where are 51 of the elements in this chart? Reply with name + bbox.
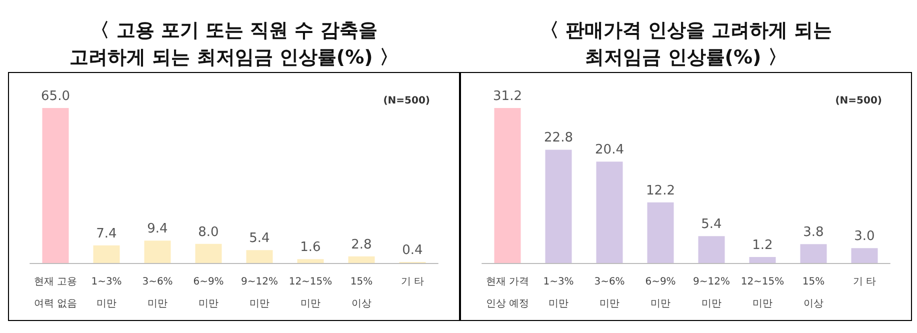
chart-title: 〈 판매가격 인상을 고려하게 되는 최저임금 인상률(%) 〉: [540, 20, 832, 68]
bar: [144, 240, 171, 263]
bar: [749, 257, 776, 263]
x-tick-label: 6~9% 미만: [193, 276, 224, 310]
x-tick-label: 12~15% 미만: [740, 276, 784, 310]
data-label: 12.2: [646, 183, 675, 198]
data-label: 7.4: [96, 226, 117, 242]
x-tick-label: 1~3% 미만: [543, 276, 574, 310]
bar: [93, 245, 120, 263]
data-label: 2.8: [351, 237, 372, 252]
x-tick-label: 9~12% 미만: [693, 276, 730, 310]
data-label: 65.0: [41, 89, 70, 104]
data-label: 8.0: [198, 224, 219, 240]
x-tick-label: 기 타: [852, 276, 876, 288]
bar: [647, 202, 674, 263]
data-label: 31.2: [493, 89, 522, 104]
bar: [596, 162, 623, 263]
data-label: 1.6: [300, 240, 321, 256]
x-tick-label: 3~6% 미만: [142, 276, 173, 310]
data-label: 22.8: [544, 130, 573, 146]
bar: [348, 256, 375, 263]
bar: [195, 244, 222, 263]
data-label: 3.8: [803, 225, 824, 240]
x-tick-label: 15% 이상: [802, 276, 825, 310]
data-label: 9.4: [147, 222, 168, 237]
data-label: 1.2: [752, 238, 773, 254]
bar: [494, 108, 521, 263]
chart-title: 〈 고용 포기 또는 직원 수 감축을 고려하게 되는 최저임금 인상률(%) 〉: [70, 20, 398, 68]
bar: [698, 236, 725, 263]
x-tick-label: 현재 고용 여력 없음: [34, 276, 78, 310]
x-tick-label: 15% 이상: [350, 276, 373, 310]
bar: [851, 248, 878, 263]
x-tick-label: 현재 가격 인상 예정: [486, 276, 530, 310]
text: (N=500): [383, 96, 430, 106]
x-tick-label: 9~12% 미만: [241, 276, 278, 310]
bar: [42, 108, 69, 263]
x-tick-label: 기 타: [400, 276, 424, 288]
x-tick-label: 1~3% 미만: [91, 276, 122, 310]
bar: [246, 250, 273, 263]
x-tick-label: 6~9% 미만: [645, 276, 676, 310]
bar: [545, 150, 572, 263]
data-label: 5.4: [249, 231, 270, 246]
bar: [800, 244, 827, 263]
data-label: 5.4: [701, 217, 722, 232]
bar: [297, 259, 324, 263]
data-label: 3.0: [854, 229, 875, 244]
x-tick-label: 12~15% 미만: [288, 276, 332, 310]
text: (N=500): [835, 96, 882, 106]
data-label: 0.4: [402, 243, 423, 258]
data-label: 20.4: [595, 142, 624, 158]
x-tick-label: 3~6% 미만: [594, 276, 625, 310]
